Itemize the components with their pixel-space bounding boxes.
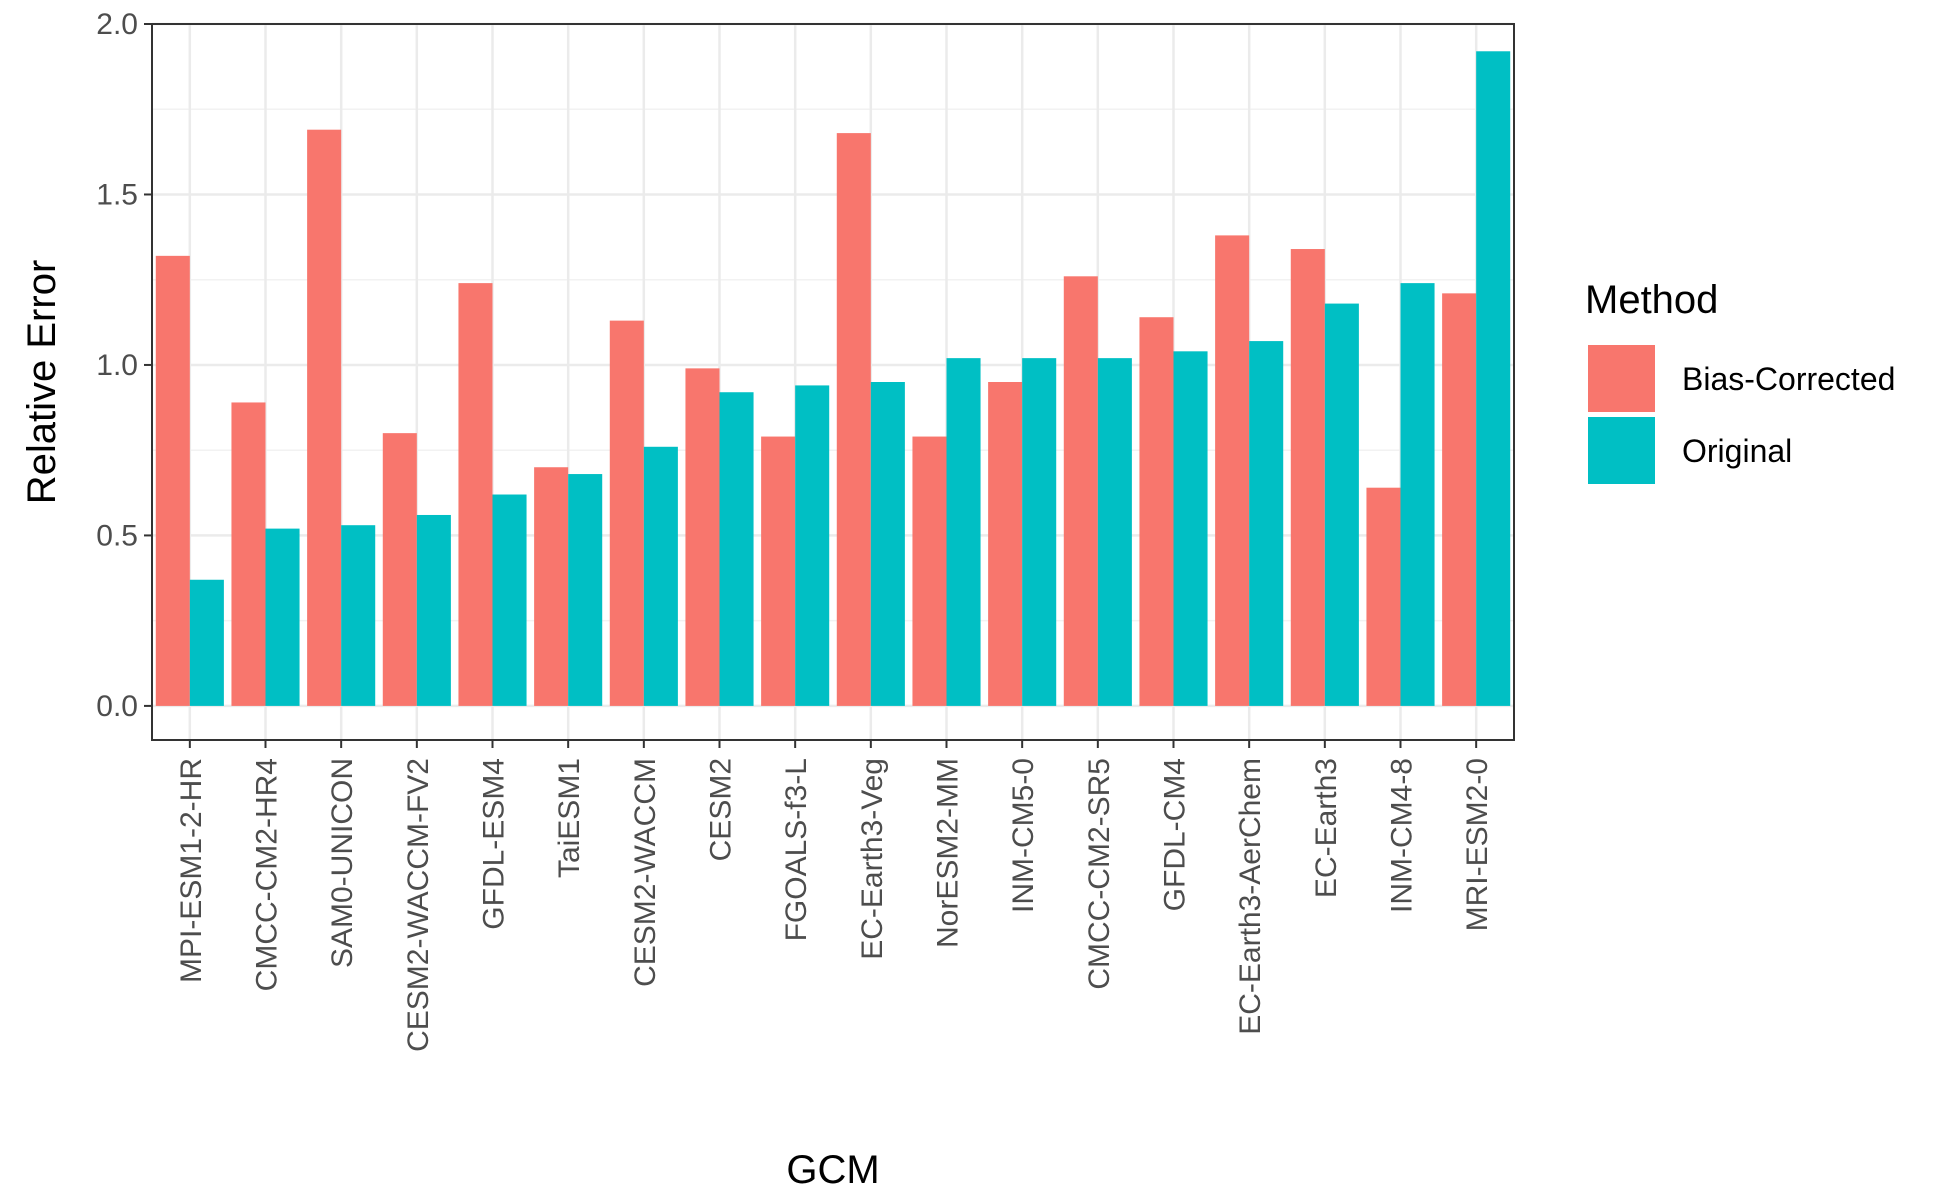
y-tick-label: 2.0 (96, 8, 138, 41)
x-tick-label: INM-CM5-0 (1007, 758, 1040, 913)
bar (761, 436, 796, 706)
legend-label: Original (1682, 433, 1792, 469)
bar (1400, 283, 1435, 706)
bar (1290, 249, 1325, 706)
x-tick-label: MPI-ESM1-2-HR (175, 758, 208, 983)
y-tick-label: 1.0 (96, 349, 138, 382)
x-tick-label: CESM2-WACCM-FV2 (402, 758, 435, 1052)
bar (307, 129, 342, 706)
legend-swatch (1588, 417, 1655, 484)
bar (189, 579, 224, 706)
bar (1097, 358, 1132, 706)
x-tick-label: EC-Earth3-AerChem (1234, 758, 1267, 1035)
axes: 0.0 0.5 1.0 1.5 2.0 MPI-ESM1-2-HR CMCC-CM2-HR4… (96, 8, 1494, 1052)
bar (1324, 303, 1359, 706)
legend-title: Method (1585, 278, 1718, 322)
bar (155, 255, 190, 706)
bar (1215, 235, 1250, 706)
legend-swatch (1588, 345, 1655, 412)
bar (1173, 351, 1208, 706)
bar (1366, 487, 1401, 706)
x-tick-label: CMCC-CM2-SR5 (1083, 758, 1116, 990)
bar (265, 528, 300, 706)
bar (643, 446, 678, 706)
bar (685, 368, 720, 706)
bar (341, 525, 376, 706)
bar (1022, 358, 1057, 706)
bar (416, 514, 451, 706)
x-tick-label: CMCC-CM2-HR4 (251, 758, 284, 991)
x-tick-label: GFDL-ESM4 (478, 758, 511, 930)
bar (946, 358, 981, 706)
legend: Method Bias-Corrected Original (1585, 278, 1895, 484)
bar (912, 436, 947, 706)
bar (836, 133, 871, 706)
legend-label: Bias-Corrected (1682, 361, 1895, 397)
plot-panel-border (151, 23, 1515, 741)
y-tick-label: 0.5 (96, 519, 138, 552)
y-tick-label: 0.0 (96, 690, 138, 723)
bar (609, 320, 644, 706)
x-tick-label: SAM0-UNICON (326, 758, 359, 968)
bar (231, 402, 266, 706)
x-tick-label: INM-CM4-8 (1386, 758, 1419, 913)
bar (988, 382, 1023, 706)
x-tick-label: EC-Earth3-Veg (856, 758, 889, 960)
x-tick-label: FGOALS-f3-L (780, 758, 813, 941)
bar (492, 494, 527, 706)
bars (155, 51, 1511, 706)
x-tick-label: EC-Earth3 (1310, 758, 1343, 898)
bar (568, 474, 603, 706)
x-tick-label: MRI-ESM2-0 (1461, 758, 1494, 931)
x-tick-label: GFDL-CM4 (1159, 758, 1192, 911)
bar (1139, 317, 1174, 706)
bar (382, 433, 417, 706)
bar (719, 392, 754, 706)
bar (795, 385, 830, 706)
bar (870, 382, 905, 706)
x-tick-label: NorESM2-MM (932, 758, 965, 948)
legend-items: Bias-Corrected Original (1588, 345, 1895, 484)
y-axis-title: Relative Error (20, 260, 64, 505)
bar (458, 283, 493, 706)
bar (1249, 341, 1284, 706)
bar (1476, 51, 1511, 706)
bar (534, 467, 569, 706)
x-tick-label: CESM2 (705, 758, 738, 861)
x-tick-label: TaiESM1 (553, 758, 586, 878)
y-tick-label: 1.5 (96, 178, 138, 211)
bar (1063, 276, 1098, 706)
bar (1442, 293, 1477, 706)
x-axis-title: GCM (786, 1148, 879, 1192)
x-tick-label: CESM2-WACCM (629, 758, 662, 987)
